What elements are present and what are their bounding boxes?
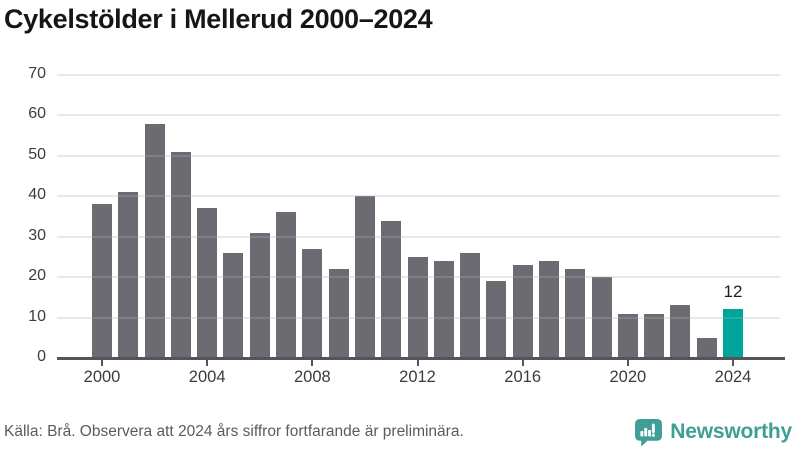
x-axis-tick-2024 — [732, 360, 734, 366]
bar-2013 — [433, 260, 454, 358]
gridline-60 — [57, 114, 780, 117]
x-axis-tick-2012 — [416, 360, 419, 366]
bar-2004 — [197, 208, 218, 358]
bar-2015 — [486, 281, 507, 358]
bar-2021 — [644, 313, 665, 358]
bar-2012 — [407, 256, 428, 358]
source-note: Källa: Brå. Observera att 2024 års siffr… — [4, 423, 464, 440]
gridline-30 — [57, 235, 780, 238]
y-axis-label-0: 0 — [37, 348, 46, 365]
gridline-overlay-30 — [57, 235, 780, 238]
bar-2016 — [512, 265, 533, 358]
x-axis-tick-2008 — [311, 360, 314, 366]
chart-title: Cykelstölder i Mellerud 2000–2024 — [4, 4, 433, 34]
bar-2014 — [460, 252, 481, 358]
bar-2000 — [92, 204, 112, 358]
x-axis-tick-2000 — [101, 360, 103, 366]
y-axis-label-20: 20 — [28, 267, 46, 285]
y-axis-label-30: 30 — [28, 226, 46, 244]
bar-2022 — [670, 305, 691, 358]
x-axis-tick-2004 — [206, 360, 209, 366]
x-axis-tick-2016 — [521, 360, 524, 366]
bar-2017 — [538, 260, 559, 358]
bar-2024 — [723, 309, 743, 358]
gridline-overlay-50 — [57, 154, 780, 157]
gridline-40 — [57, 195, 780, 198]
bar-2020 — [617, 313, 638, 358]
x-axis-label-2000: 2000 — [83, 368, 121, 386]
x-axis-label-2024: 2024 — [714, 368, 752, 386]
gridline-overlay-70 — [57, 74, 780, 76]
bar-2006 — [249, 232, 270, 358]
bar-2010 — [354, 196, 375, 358]
highlight-value-label: 12 — [723, 282, 743, 302]
gridline-70 — [57, 74, 780, 76]
x-axis-label-2020: 2020 — [609, 368, 647, 386]
newsworthy-logo: Newsworthy — [634, 418, 792, 447]
bar-2008 — [302, 248, 323, 358]
bar-2019 — [591, 277, 612, 358]
bar-2018 — [565, 269, 586, 358]
bar-2001 — [118, 192, 139, 358]
y-axis-label-50: 50 — [28, 145, 46, 163]
x-axis-label-2008: 2008 — [293, 368, 331, 386]
x-axis-tick-2020 — [626, 360, 629, 366]
footer: Källa: Brå. Observera att 2024 års siffr… — [4, 415, 792, 449]
gridline-50 — [57, 154, 780, 157]
bar-2009 — [328, 269, 349, 358]
x-axis-label-2016: 2016 — [504, 368, 542, 386]
bar-2003 — [170, 151, 191, 358]
gridline-overlay-20 — [57, 276, 780, 279]
x-axis-line — [57, 357, 785, 360]
newsworthy-icon — [634, 418, 663, 447]
bar-2011 — [381, 220, 402, 358]
bar-2005 — [223, 252, 244, 358]
newsworthy-logo-text: Newsworthy — [670, 420, 792, 443]
bar-2007 — [276, 212, 297, 358]
y-axis-label-40: 40 — [28, 186, 46, 204]
gridline-overlay-60 — [57, 114, 780, 117]
bar-2023 — [696, 337, 717, 358]
y-axis-label-60: 60 — [28, 105, 46, 123]
y-axis-label-70: 70 — [28, 65, 46, 82]
gridline-overlay-40 — [57, 195, 780, 198]
x-axis-label-2012: 2012 — [399, 368, 436, 386]
x-axis-label-2004: 2004 — [188, 368, 226, 386]
bar-2002 — [144, 123, 165, 358]
gridline-overlay-10 — [57, 316, 780, 319]
y-axis-label-10: 10 — [28, 307, 46, 325]
